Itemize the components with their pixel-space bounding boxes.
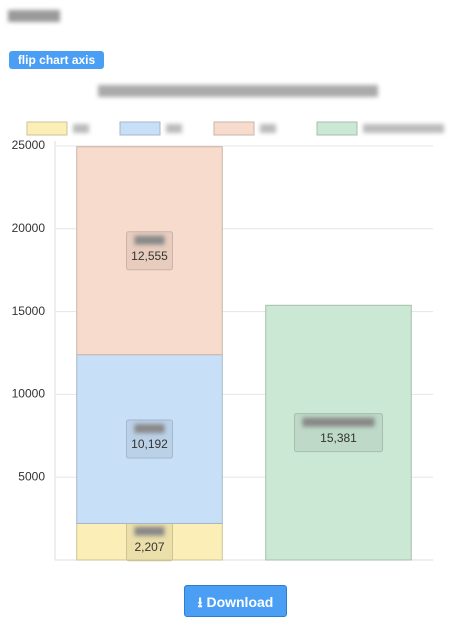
heading-placeholder (8, 10, 60, 22)
bar-segment (76, 354, 223, 524)
data-label-name-placeholder (134, 526, 165, 536)
title-placeholder (98, 85, 378, 97)
legend (26, 121, 444, 136)
legend-label-placeholder (363, 124, 444, 133)
bar-segment (76, 146, 223, 356)
y-tick-label: 15000 (12, 304, 46, 318)
flip-button[interactable]: flip chart axis (9, 51, 104, 69)
legend-label-placeholder (260, 124, 276, 133)
data-label-name-placeholder (134, 235, 165, 245)
bar-segment (265, 304, 412, 561)
legend-swatch (26, 121, 68, 136)
legend-label-placeholder (73, 124, 89, 133)
legend-swatch (119, 121, 161, 136)
download-button[interactable]: ⭳ Download (184, 585, 287, 617)
legend-label-placeholder (166, 124, 182, 133)
y-tick-label: 20000 (12, 221, 46, 235)
data-label: 10,192 (131, 437, 168, 451)
y-tick-label: 25000 (12, 138, 46, 152)
data-label: 15,381 (320, 431, 357, 445)
data-label: 12,555 (131, 249, 168, 263)
y-tick-label: 10000 (12, 387, 46, 401)
data-label: 2,207 (134, 540, 164, 554)
y-tick-label: 5000 (18, 469, 45, 483)
download-label: Download (206, 594, 274, 610)
data-label-name-placeholder (302, 417, 375, 427)
legend-swatch (213, 121, 255, 136)
legend-swatch (316, 121, 358, 136)
data-label-name-placeholder (134, 424, 165, 434)
